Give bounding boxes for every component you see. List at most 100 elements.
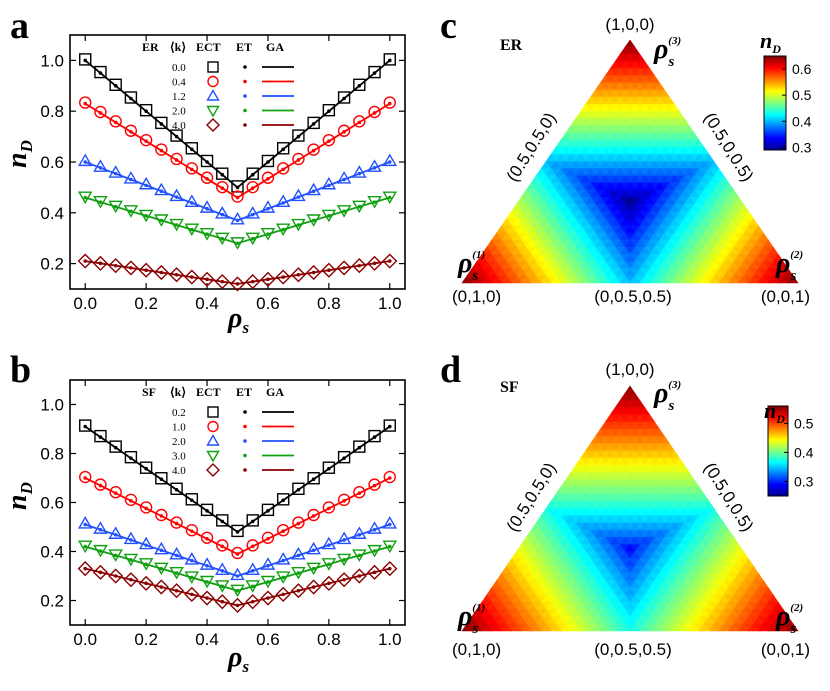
heatmap-cell	[748, 275, 760, 284]
et-point	[372, 166, 377, 170]
et-point	[250, 584, 255, 589]
et-point	[281, 558, 285, 563]
et-point	[296, 134, 301, 139]
et-point	[174, 571, 179, 575]
ect-marker	[155, 508, 168, 522]
ect-marker	[307, 143, 320, 156]
ect-marker	[260, 575, 276, 589]
colorbar-c: 0.6 0.5 0.4 0.3	[763, 55, 812, 155]
ect-marker	[199, 200, 215, 213]
ect-marker	[184, 552, 200, 565]
et-point	[357, 263, 362, 268]
et-point	[357, 204, 362, 209]
ect-marker	[352, 165, 367, 178]
ect-marker	[185, 493, 199, 506]
colorbar-tick-label: 0.5	[794, 415, 814, 431]
heatmap-cell	[718, 623, 730, 632]
legend-param-header: ⟨k⟩	[170, 385, 186, 399]
heatmap-cell	[659, 623, 671, 632]
et-point	[220, 544, 225, 549]
et-point	[311, 189, 316, 194]
ect-marker	[216, 180, 229, 194]
ect-marker	[307, 508, 320, 522]
legend-ect-marker	[206, 450, 220, 463]
legend-ga-header: GA	[266, 385, 284, 399]
ect-marker	[336, 205, 352, 218]
ect-marker	[383, 53, 396, 66]
heatmap-cell	[510, 275, 522, 284]
legend-et-marker	[243, 79, 247, 84]
et-point	[205, 536, 209, 541]
ect-marker	[246, 180, 259, 194]
ect-marker	[79, 470, 92, 484]
x-tick-label: 0.0	[73, 294, 97, 313]
ect-marker	[276, 162, 290, 175]
ect-marker	[153, 264, 169, 281]
et-point	[342, 96, 346, 101]
et-point	[327, 183, 331, 188]
ect-marker	[139, 103, 153, 117]
et-point	[83, 522, 88, 527]
et-point	[296, 223, 301, 227]
legend-et-marker	[243, 453, 247, 458]
ect-marker	[275, 269, 291, 285]
ect-marker	[154, 214, 169, 227]
et-point	[372, 570, 377, 575]
legend-et-marker	[243, 94, 247, 98]
et-point	[159, 270, 164, 275]
legend-et-marker	[243, 410, 247, 414]
et-point	[159, 148, 164, 153]
heatmap-cell	[787, 623, 799, 632]
et-point	[387, 424, 392, 429]
x-tick-label: 0.8	[317, 294, 341, 313]
x-tick-label: 0.4	[195, 294, 219, 313]
legend-network: ER	[142, 40, 159, 54]
et-point	[342, 266, 346, 270]
heatmap-cell	[500, 275, 512, 284]
ect-marker	[353, 486, 366, 499]
et-point	[296, 195, 301, 199]
ect-marker	[199, 590, 215, 606]
ect-marker	[275, 194, 291, 207]
et-point	[174, 521, 179, 526]
ect-marker	[200, 171, 214, 184]
et-point	[342, 498, 346, 503]
et-point	[235, 218, 240, 223]
y-tick-label: 1.0	[40, 396, 64, 415]
et-point	[266, 206, 270, 211]
et-point	[220, 236, 225, 241]
x-tick-label: 1.0	[378, 630, 402, 649]
heatmap-cell	[530, 275, 542, 284]
colorbar-title-d: nD	[764, 398, 785, 426]
legend-param-value: 1.2	[172, 91, 186, 103]
et-point	[311, 270, 316, 275]
et-point	[205, 206, 209, 211]
ect-marker	[199, 271, 215, 287]
ect-marker	[138, 262, 154, 278]
et-point	[159, 189, 164, 194]
heatmap-cell	[520, 275, 532, 284]
vertex-label-left-c: (0,1,0)	[452, 287, 501, 306]
et-point	[250, 236, 255, 241]
ect-marker	[108, 526, 123, 539]
et-point	[129, 177, 133, 182]
et-point	[129, 209, 133, 214]
et-point	[174, 588, 179, 593]
et-point	[235, 241, 240, 246]
ect-marker	[292, 482, 305, 495]
et-point	[296, 272, 301, 277]
et-point	[357, 171, 362, 176]
panel-letter-a: a	[10, 5, 29, 47]
heatmap-cell	[580, 623, 592, 632]
ect-marker	[216, 514, 229, 527]
heatmap-cell	[540, 623, 552, 632]
legend-param-value: 4.0	[172, 120, 186, 132]
ect-marker	[123, 553, 139, 567]
ect-marker	[306, 541, 321, 555]
et-point	[205, 176, 209, 181]
heatmap-cell	[767, 275, 779, 284]
et-point	[144, 268, 148, 273]
legend-et-marker	[243, 65, 247, 69]
et-point	[387, 160, 392, 164]
panel-letter-b: b	[10, 349, 31, 391]
